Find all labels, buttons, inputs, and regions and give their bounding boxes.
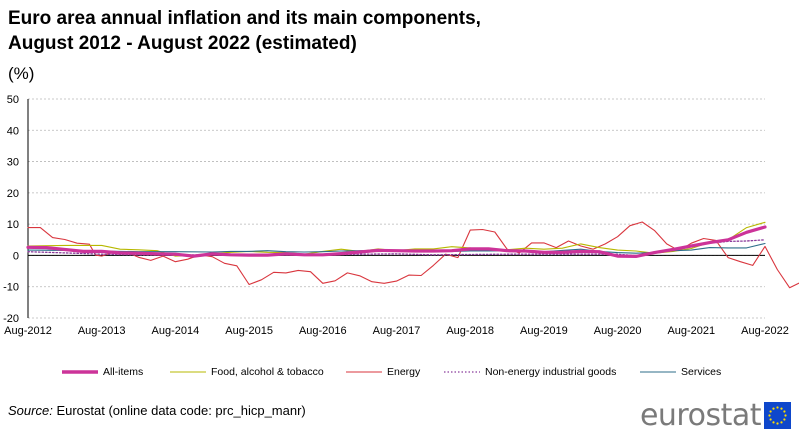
legend-item-energy: Energy <box>346 366 420 378</box>
series-line-all-items <box>26 225 767 258</box>
legend-swatch-all-items <box>62 370 98 374</box>
source-text: Eurostat (online data code: prc_hicp_man… <box>56 403 306 418</box>
legend-swatch-food <box>170 371 206 373</box>
y-tick-label: -20 <box>3 313 19 325</box>
x-tick-label: Aug-2012 <box>4 325 52 337</box>
source-label: Source: <box>8 403 53 418</box>
legend: All-items Food, alcohol & tobacco Energy… <box>62 366 762 382</box>
eu-flag-icon <box>764 402 791 429</box>
x-tick-label: Aug-2015 <box>225 325 273 337</box>
legend-item-services: Services <box>640 366 721 378</box>
legend-label-non-energy: Non-energy industrial goods <box>485 366 617 378</box>
x-tick-label: Aug-2021 <box>667 325 715 337</box>
legend-item-food: Food, alcohol & tobacco <box>170 366 324 378</box>
line-chart: -20 -10 0 10 20 30 40 50 Aug-2012 Aug-2013 Aug-201… <box>3 94 799 337</box>
y-tick-label: 0 <box>13 250 19 262</box>
y-tick-label: 20 <box>7 188 19 200</box>
series-line-energy <box>27 221 799 289</box>
chart-title: Euro area annual inflation and its main … <box>8 6 788 56</box>
legend-swatch-non-energy <box>444 371 480 373</box>
x-tick-label: Aug-2016 <box>299 325 347 337</box>
legend-label-energy: Energy <box>387 366 421 378</box>
legend-swatch-energy <box>346 371 382 373</box>
x-tick-label: Aug-2014 <box>152 325 200 337</box>
legend-label-services: Services <box>681 366 722 378</box>
eurostat-logo: eurostat <box>640 398 791 433</box>
source-note: Source: Eurostat (online data code: prc_… <box>8 403 306 418</box>
y-tick-label: 40 <box>7 125 19 137</box>
legend-label-food: Food, alcohol & tobacco <box>211 366 324 378</box>
logo-text: eurostat <box>639 398 762 433</box>
legend-label-all-items: All-items <box>103 366 144 378</box>
chart-title-line2: August 2012 - August 2022 (estimated) <box>8 33 357 54</box>
x-tick-label: Aug-2020 <box>594 325 642 337</box>
x-tick-label: Aug-2013 <box>78 325 126 337</box>
x-tick-label: Aug-2017 <box>373 325 421 337</box>
y-tick-label: 30 <box>7 157 19 169</box>
y-unit-label: (%) <box>8 64 35 83</box>
y-tick-label: 50 <box>7 94 19 106</box>
x-tick-label: Aug-2019 <box>520 325 568 337</box>
legend-item-all-items: All-items <box>62 366 143 378</box>
x-tick-label: Aug-2022 <box>741 325 789 337</box>
y-tick-label: -10 <box>3 282 19 294</box>
legend-swatch-services <box>640 371 676 373</box>
x-tick-label: Aug-2018 <box>446 325 494 337</box>
legend-item-non-energy: Non-energy industrial goods <box>444 366 616 378</box>
y-tick-label: 10 <box>7 219 19 231</box>
chart-title-line1: Euro area annual inflation and its main … <box>8 8 481 29</box>
